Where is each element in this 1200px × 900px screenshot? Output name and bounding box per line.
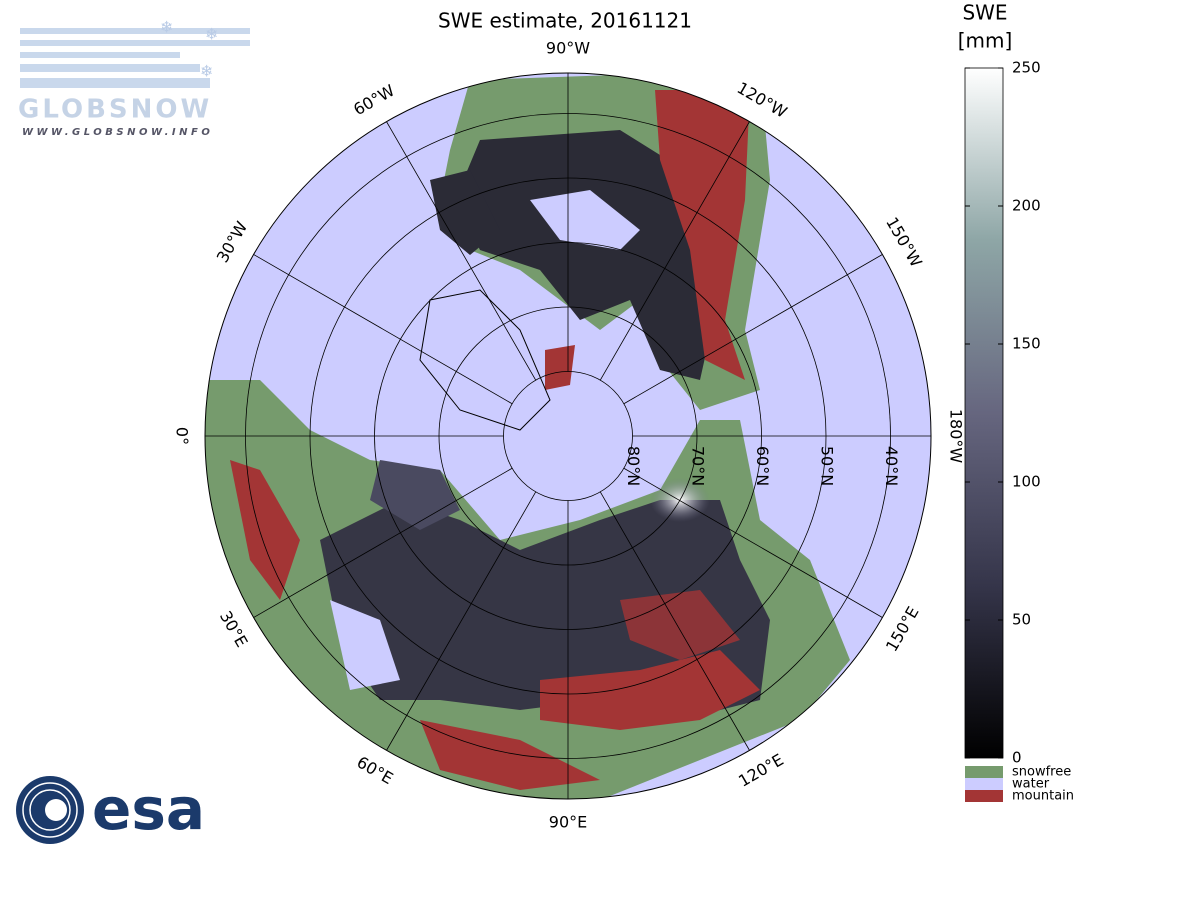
latitude-label: 70°N [689,446,708,486]
svg-text:❄: ❄ [160,18,173,37]
colorbar-tick-label: 250 [1012,59,1041,77]
legend-label: mountain [1012,789,1074,804]
map-title: SWE estimate, 20161121 [438,9,692,33]
longitude-label: 30°W [213,218,252,266]
colorbar-tick-label: 50 [1012,611,1031,629]
legend-swatch [965,778,1003,790]
longitude-label: 90°E [549,813,587,832]
legend-swatch [965,766,1003,778]
latitude-label: 80°N [624,446,643,486]
latitude-label: 50°N [818,446,837,486]
longitude-label: 120°E [735,750,787,791]
colorbar: SWE [mm] 0 50 100 150 200 250 snowfreewatermou… [958,1,1074,804]
esa-logo: esa [16,775,205,844]
meridian [599,491,750,751]
latitude-label: 60°N [753,446,772,486]
meridian [623,254,883,405]
longitude-label: 180°W [947,409,966,464]
longitude-label: 150°W [882,214,926,271]
longitude-label: 30°E [216,608,252,651]
meridian [623,467,883,618]
globsnow-logo: ❄ ❄ ❄ GLOBSNOW WWW.GLOBSNOW.INFO [18,18,250,138]
longitude-label: 90°W [546,39,590,58]
graticule [205,73,931,799]
legend-label: water [1012,777,1050,792]
colorbar-scale [964,67,1004,759]
meridian [386,121,537,381]
longitude-label: 120°W [734,78,791,122]
colorbar-tick-label: 200 [1012,197,1041,215]
longitude-label: 60°E [354,752,397,788]
esa-text: esa [92,775,205,843]
latitude-label: 40°N [882,446,901,486]
longitude-label: 0° [173,427,192,445]
meridian [386,491,537,751]
globsnow-text: GLOBSNOW [18,95,212,125]
colorbar-tick-label: 150 [1012,335,1041,353]
legend-swatch [965,790,1003,802]
colorbar-label: SWE [962,1,1007,25]
colorbar-label: [mm] [958,29,1013,53]
meridian [599,121,750,381]
legend-label: snowfree [1012,765,1071,780]
colorbar-tick-label: 100 [1012,473,1041,491]
globsnow-url: WWW.GLOBSNOW.INFO [22,127,213,138]
longitude-label: 60°W [350,81,398,120]
meridian [253,467,513,618]
meridian [253,254,513,405]
svg-text:❄: ❄ [205,25,218,44]
colorbar-tick-label: 0 [1012,749,1022,767]
longitude-label: 150°E [882,603,923,655]
svg-text:❄: ❄ [200,62,213,81]
